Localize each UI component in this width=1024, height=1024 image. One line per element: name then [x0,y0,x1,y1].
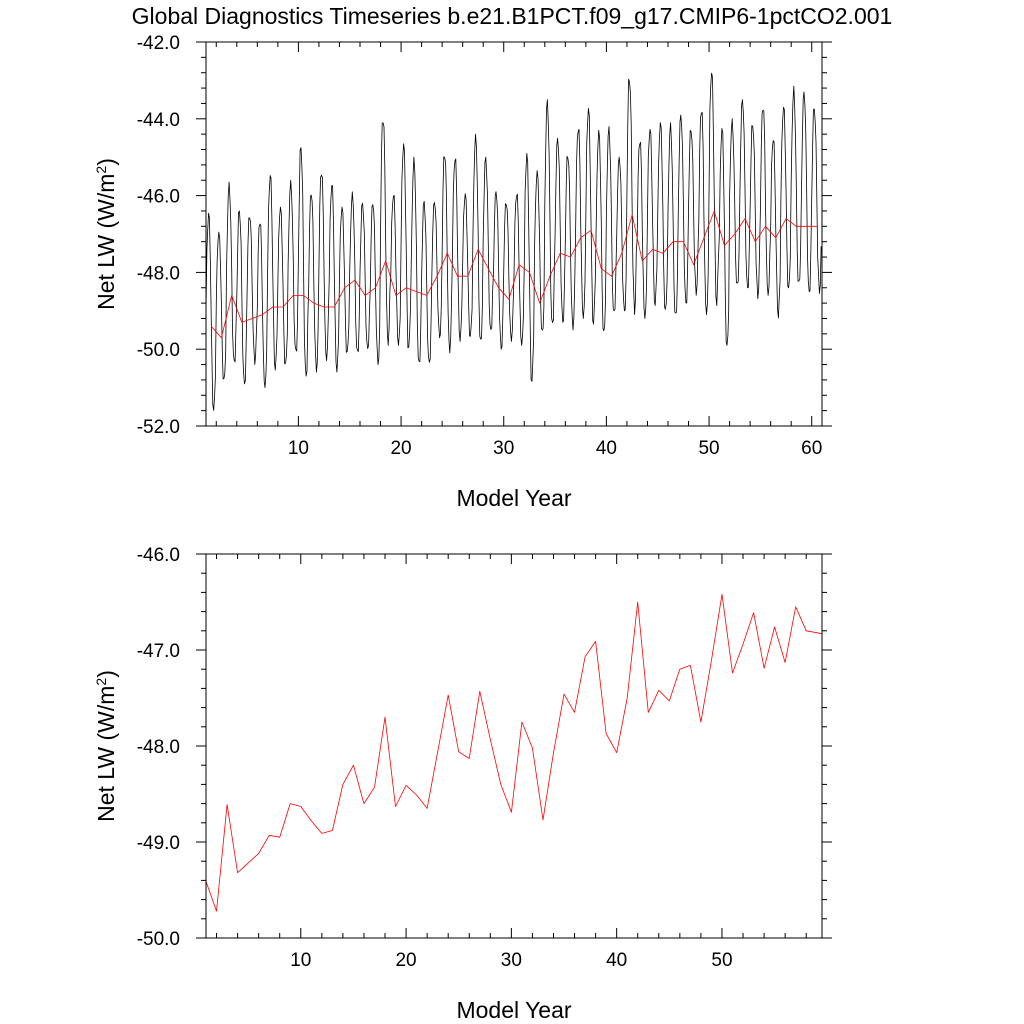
top-panel-x-axis-label: Model Year [456,485,571,511]
top-panel-y-axis-label-end: ) [93,158,119,166]
x-tick-label: 30 [501,950,522,971]
bottom-panel-tick-labels: 10 20 30 40 50 -50.0 -49.0 -48.0 -47.0 -46.0 [137,545,733,971]
top-panel-series [205,72,822,411]
bottom-panel-y-axis-label-end: ) [93,670,119,678]
top-panel-y-axis-label-main: Net LW (W/m [93,174,119,310]
top-panel-frame [205,41,823,427]
bottom-panel-y-axis-label: Net LW (W/m2) [93,670,119,822]
top-panel-y-axis-label-superscript: 2 [93,166,109,174]
annual-series-line [210,210,817,339]
y-tick-label: -46.0 [137,187,180,208]
y-tick-label: -42.0 [137,33,180,54]
top-panel-y-axis-label: Net LW (W/m2) [93,158,119,310]
bottom-panel-x-axis-label: Model Year [456,997,571,1023]
y-tick-label: -48.0 [137,737,180,758]
x-tick-label: 20 [390,438,411,459]
y-tick-label: -50.0 [137,340,180,361]
y-tick-label: -44.0 [137,110,180,131]
x-tick-label: 10 [290,950,311,971]
x-tick-label: 40 [596,438,617,459]
y-tick-label: -48.0 [137,263,180,284]
bottom-panel-series [205,593,823,912]
monthly-series-line [205,72,822,411]
x-tick-label: 20 [395,950,416,971]
bottom-panel-y-axis-label-superscript: 2 [93,678,109,686]
top-panel-tick-labels: 10 20 30 40 50 60 -52.0 -50.0 -48.0 -46.0 -44.0 -42… [137,33,823,459]
x-tick-label: 60 [801,438,822,459]
bottom-panel-y-axis-label-main: Net LW (W/m [93,686,119,822]
x-tick-label: 50 [698,438,719,459]
bottom-panel: 10 20 30 40 50 -50.0 -49.0 -48.0 -47.0 -46.0 Mode… [93,545,832,1023]
y-tick-label: -46.0 [137,545,180,566]
top-panel: 10 20 30 40 50 60 -52.0 -50.0 -48.0 -46.0 -44.0 -42… [93,33,832,511]
page-title: Global Diagnostics Timeseries b.e21.B1PC… [132,3,893,29]
x-tick-label: 40 [606,950,627,971]
y-tick-label: -49.0 [137,833,180,854]
x-tick-label: 10 [288,438,309,459]
annual-series-line [205,593,823,912]
x-tick-label: 50 [711,950,732,971]
top-panel-ticks [196,41,832,427]
y-tick-label: -52.0 [137,417,180,438]
bottom-panel-frame [205,553,823,939]
x-tick-label: 30 [493,438,514,459]
y-tick-label: -47.0 [137,641,180,662]
bottom-panel-ticks [196,553,832,939]
y-tick-label: -50.0 [137,929,180,950]
